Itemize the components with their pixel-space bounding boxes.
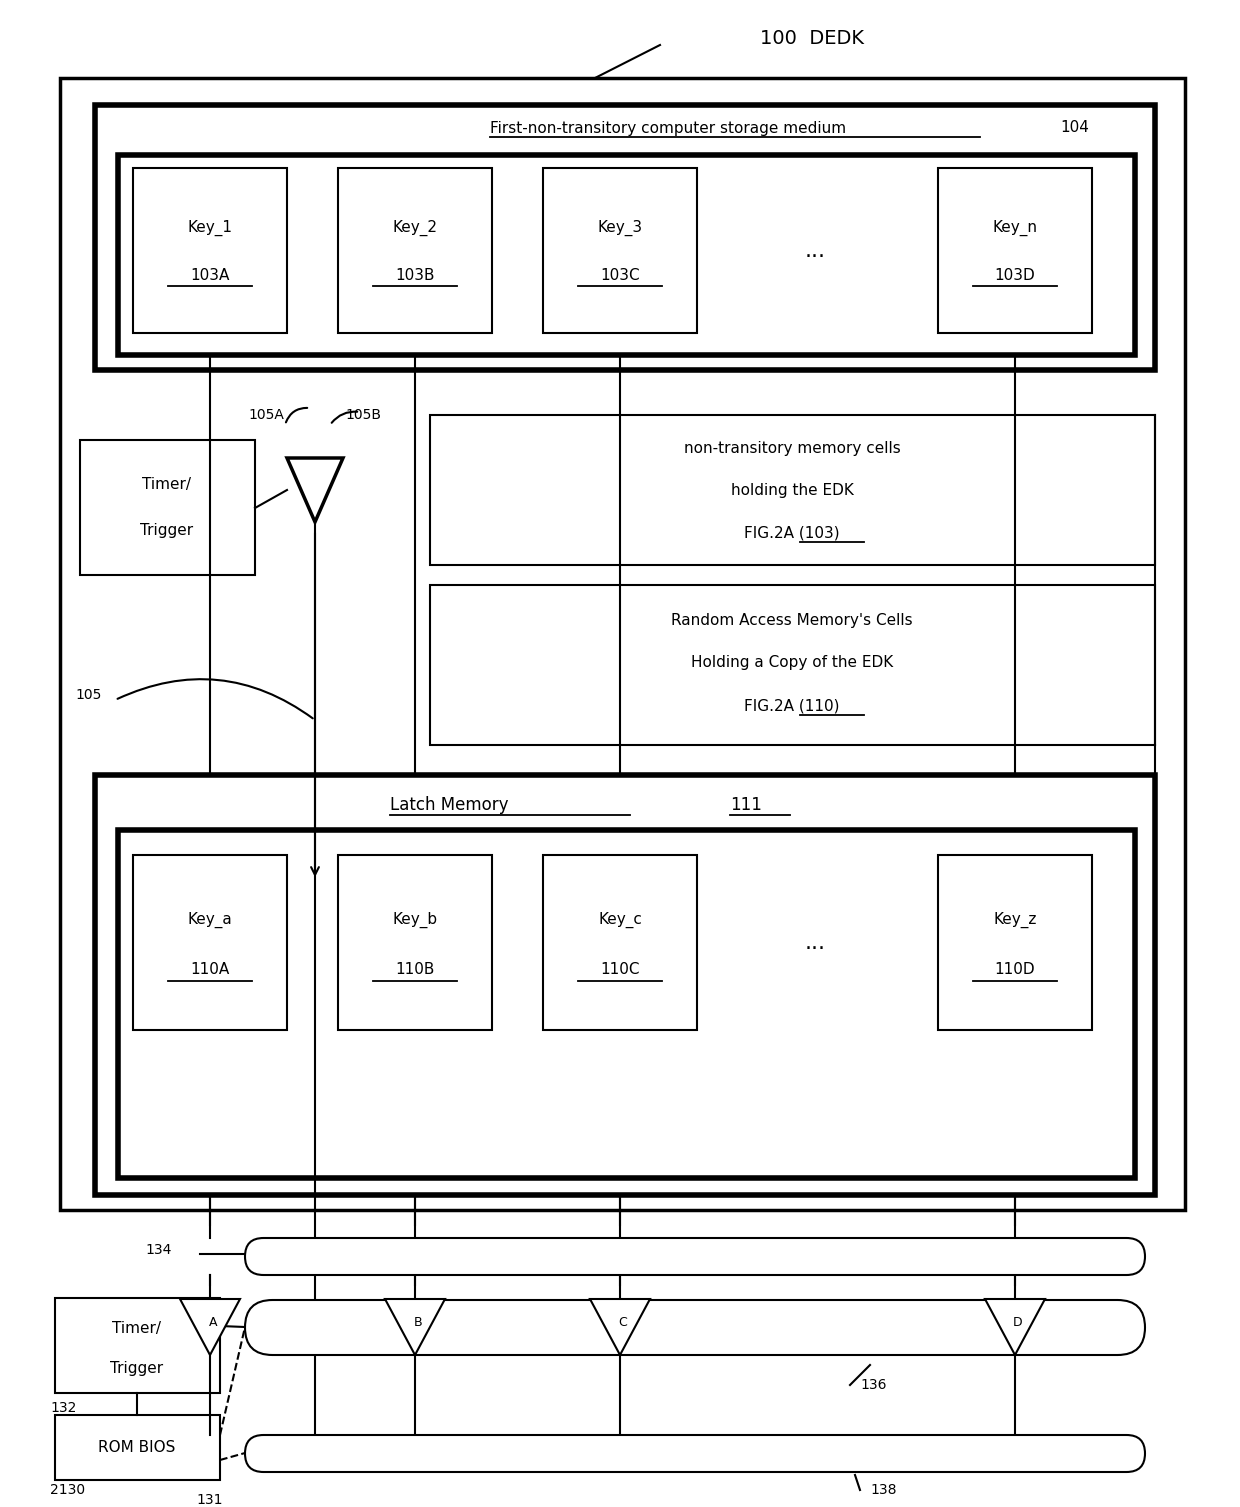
Bar	[118, 155, 1135, 356]
Bar	[937, 854, 1092, 1029]
Bar	[133, 167, 286, 333]
Text: Timer/: Timer/	[113, 1320, 161, 1335]
Polygon shape	[590, 1299, 650, 1355]
Bar	[95, 105, 1154, 371]
Text: holding the EDK: holding the EDK	[730, 482, 853, 497]
Text: ...: ...	[805, 241, 826, 261]
Text: 103D: 103D	[994, 268, 1035, 283]
Text: non-transitory memory cells: non-transitory memory cells	[683, 440, 900, 455]
Text: D: D	[1013, 1316, 1023, 1329]
Bar	[430, 585, 1154, 744]
Text: 103B: 103B	[396, 268, 435, 283]
Text: 110D: 110D	[994, 963, 1035, 978]
Text: Latch Memory: Latch Memory	[391, 796, 508, 814]
Text: 110A: 110A	[191, 963, 229, 978]
Bar	[95, 775, 1154, 1195]
Text: FIG.2A (103): FIG.2A (103)	[744, 526, 839, 541]
Text: 2130: 2130	[50, 1483, 86, 1496]
Text: Key_a: Key_a	[187, 912, 232, 928]
Text: Trigger: Trigger	[110, 1361, 164, 1376]
Bar	[55, 1415, 219, 1480]
Text: ROM BIOS: ROM BIOS	[98, 1439, 176, 1454]
Text: 110C: 110C	[600, 963, 640, 978]
Text: FIG.2A (110): FIG.2A (110)	[744, 699, 839, 713]
Text: 103C: 103C	[600, 268, 640, 283]
Text: 132: 132	[50, 1402, 77, 1415]
Polygon shape	[985, 1299, 1045, 1355]
Text: ...: ...	[805, 933, 826, 952]
Text: A: A	[208, 1316, 217, 1329]
Bar	[937, 167, 1092, 333]
Bar	[118, 830, 1135, 1178]
FancyBboxPatch shape	[246, 1237, 1145, 1275]
Text: B: B	[414, 1316, 423, 1329]
Text: 136: 136	[861, 1377, 887, 1392]
Bar	[81, 440, 255, 576]
Text: 104: 104	[1060, 121, 1089, 136]
FancyBboxPatch shape	[246, 1435, 1145, 1472]
FancyBboxPatch shape	[246, 1301, 1145, 1355]
Text: 100  DEDK: 100 DEDK	[760, 29, 864, 48]
Text: C: C	[619, 1316, 627, 1329]
Bar	[133, 854, 286, 1029]
Text: First-non-transitory computer storage medium: First-non-transitory computer storage me…	[490, 121, 846, 136]
Text: 105: 105	[74, 689, 102, 702]
Text: 105A: 105A	[248, 408, 284, 422]
Text: 103A: 103A	[190, 268, 229, 283]
Text: Key_3: Key_3	[598, 220, 642, 237]
Bar	[543, 167, 697, 333]
Polygon shape	[384, 1299, 445, 1355]
Bar	[55, 1298, 219, 1392]
Bar	[430, 414, 1154, 565]
Text: Key_z: Key_z	[993, 912, 1037, 928]
Bar	[339, 167, 492, 333]
Text: Trigger: Trigger	[140, 523, 193, 538]
Text: Holding a Copy of the EDK: Holding a Copy of the EDK	[691, 656, 893, 671]
Bar	[339, 854, 492, 1029]
Text: Key_c: Key_c	[598, 912, 642, 928]
Text: Key_1: Key_1	[187, 220, 233, 237]
Bar	[543, 854, 697, 1029]
Text: 111: 111	[730, 796, 761, 814]
Text: Key_b: Key_b	[392, 912, 438, 928]
Text: Timer/: Timer/	[143, 478, 191, 493]
Text: 110B: 110B	[396, 963, 435, 978]
Polygon shape	[180, 1299, 241, 1355]
Polygon shape	[286, 458, 343, 521]
Text: 138: 138	[870, 1483, 897, 1496]
Bar	[60, 78, 1185, 1210]
Text: 105B: 105B	[345, 408, 381, 422]
Text: Key_2: Key_2	[393, 220, 438, 237]
Text: 131: 131	[197, 1493, 223, 1507]
Text: Key_n: Key_n	[992, 220, 1038, 237]
Text: Random Access Memory's Cells: Random Access Memory's Cells	[671, 612, 913, 627]
Text: 134: 134	[145, 1243, 171, 1257]
